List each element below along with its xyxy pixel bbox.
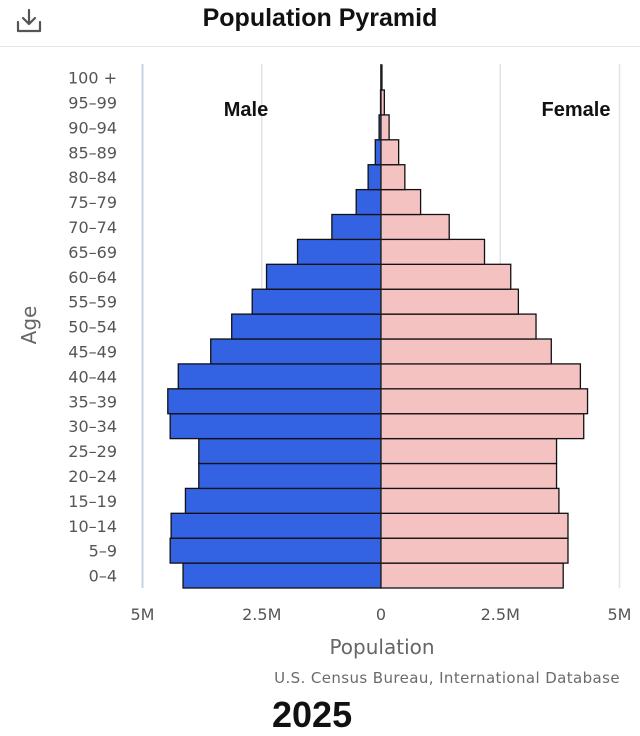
y-tick-label: 35–39 bbox=[68, 392, 117, 411]
download-icon bbox=[16, 8, 42, 33]
x-tick-label: 5M bbox=[608, 605, 632, 624]
x-tick-labels: 5M 2.5M 0 2.5M 5M bbox=[131, 605, 632, 624]
chart-title: Population Pyramid bbox=[202, 4, 438, 32]
y-tick-label: 75–79 bbox=[68, 193, 117, 212]
y-tick-label: 30–34 bbox=[68, 417, 117, 436]
y-tick-label: 45–49 bbox=[68, 342, 117, 361]
female-bar[interactable] bbox=[380, 413, 585, 440]
female-bar[interactable] bbox=[380, 462, 558, 490]
y-tick-label: 15–19 bbox=[68, 492, 117, 511]
y-tick-label: 70–74 bbox=[68, 218, 117, 237]
male-bar[interactable] bbox=[355, 188, 382, 216]
male-bar[interactable] bbox=[170, 512, 382, 539]
y-tick-label: 80–84 bbox=[68, 168, 117, 187]
female-bar[interactable] bbox=[380, 487, 560, 514]
y-tick-label: 5–9 bbox=[89, 542, 117, 561]
male-bar[interactable] bbox=[251, 288, 382, 315]
y-axis-title: Age bbox=[17, 306, 41, 345]
female-bar[interactable] bbox=[380, 238, 486, 265]
male-bar[interactable] bbox=[169, 413, 382, 440]
male-bar[interactable] bbox=[210, 338, 382, 365]
male-bar[interactable] bbox=[167, 388, 382, 415]
male-bar[interactable] bbox=[169, 537, 382, 564]
male-bar[interactable] bbox=[198, 437, 382, 465]
y-tick-label: 40–44 bbox=[68, 367, 117, 386]
male-label: Male bbox=[224, 99, 268, 121]
male-bar[interactable] bbox=[367, 164, 382, 191]
male-bar[interactable] bbox=[231, 313, 382, 340]
male-bar[interactable] bbox=[184, 487, 382, 514]
y-tick-label: 20–24 bbox=[68, 467, 117, 486]
male-bar[interactable] bbox=[331, 213, 382, 241]
y-tick-label: 60–64 bbox=[68, 268, 117, 287]
chart-header: Population Pyramid bbox=[0, 0, 640, 47]
male-bar[interactable] bbox=[374, 139, 382, 166]
download-button[interactable] bbox=[14, 6, 44, 36]
year-label: 2025 bbox=[272, 694, 353, 735]
female-bar[interactable] bbox=[380, 288, 520, 315]
female-bar[interactable] bbox=[380, 213, 450, 241]
male-bar[interactable] bbox=[296, 238, 382, 265]
y-tick-label: 90–94 bbox=[68, 118, 117, 137]
x-tick-label: 2.5M bbox=[481, 605, 520, 624]
female-bar[interactable] bbox=[380, 188, 422, 216]
female-bar[interactable] bbox=[380, 512, 569, 539]
female-bar[interactable] bbox=[380, 338, 552, 365]
male-bar[interactable] bbox=[177, 363, 382, 390]
x-tick-label: 0 bbox=[376, 605, 386, 624]
male-bar[interactable] bbox=[182, 562, 382, 589]
y-tick-label: 95–99 bbox=[68, 93, 117, 112]
female-bar[interactable] bbox=[380, 388, 589, 415]
source-note: U.S. Census Bureau, International Databa… bbox=[274, 669, 620, 687]
x-axis-title: Population bbox=[329, 635, 434, 659]
y-tick-label: 25–29 bbox=[68, 442, 117, 461]
y-tick-label: 100 + bbox=[68, 69, 117, 88]
female-bar[interactable] bbox=[380, 164, 406, 191]
y-tick-labels: 0–4 5–9 10–14 15–19 20–24 25–29 30–34 35–39 40–4… bbox=[68, 69, 117, 586]
x-tick-label: 2.5M bbox=[242, 605, 281, 624]
female-bar[interactable] bbox=[380, 562, 564, 589]
y-tick-label: 50–54 bbox=[68, 318, 117, 337]
female-bar[interactable] bbox=[380, 114, 390, 141]
female-bar[interactable] bbox=[380, 363, 582, 390]
female-bar[interactable] bbox=[380, 263, 512, 290]
y-tick-label: 85–89 bbox=[68, 143, 117, 162]
female-label: Female bbox=[542, 99, 611, 121]
y-tick-label: 65–69 bbox=[68, 243, 117, 262]
female-bar[interactable] bbox=[380, 313, 537, 340]
y-tick-label: 0–4 bbox=[89, 567, 117, 586]
female-bar[interactable] bbox=[380, 437, 558, 465]
female-bar[interactable] bbox=[380, 537, 569, 564]
x-tick-label: 5M bbox=[131, 605, 155, 624]
female-bar[interactable] bbox=[380, 89, 385, 116]
y-tick-label: 55–59 bbox=[68, 293, 117, 312]
male-bar[interactable] bbox=[265, 263, 382, 290]
male-bar[interactable] bbox=[198, 462, 382, 490]
y-tick-label: 10–14 bbox=[68, 517, 117, 536]
bars bbox=[167, 64, 589, 589]
female-bar[interactable] bbox=[380, 139, 400, 166]
